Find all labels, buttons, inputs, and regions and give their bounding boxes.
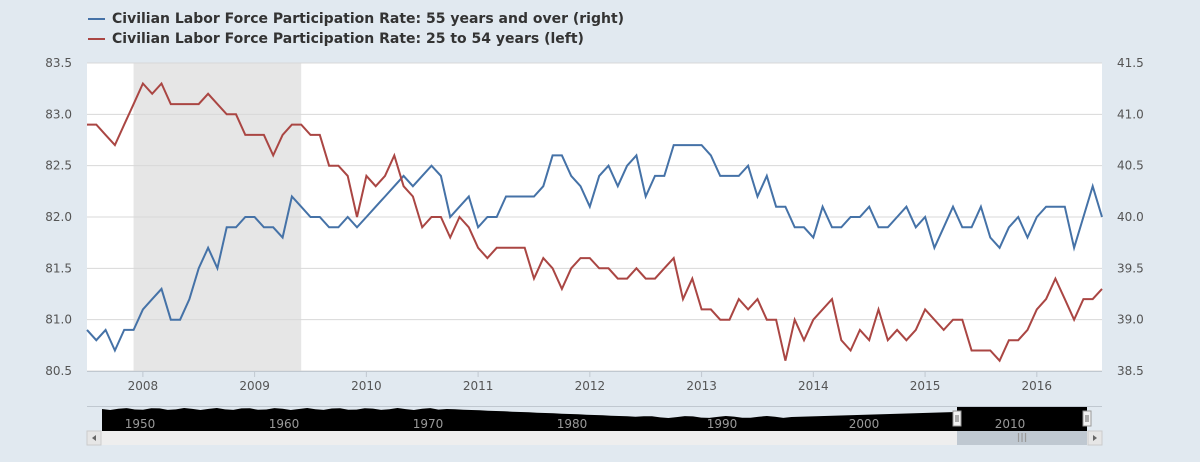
navigator-series-area: [102, 408, 1087, 431]
navigator-year-label: 1990: [707, 417, 738, 431]
navigator-year-label: 1950: [125, 417, 156, 431]
left-axis-tick-label: 83.5: [45, 56, 72, 70]
scrollbar-grip: III: [1017, 431, 1028, 445]
legend-label-25-54: Civilian Labor Force Participation Rate:…: [112, 31, 584, 47]
x-axis-tick-label: 2009: [239, 379, 270, 393]
right-axis-tick-label: 41.0: [1117, 107, 1144, 121]
navigator-year-label: 2010: [995, 417, 1026, 431]
scrollbar-thumb[interactable]: [957, 431, 1087, 445]
navigator-year-label: 1970: [413, 417, 444, 431]
legend-swatch-red: [88, 38, 105, 40]
x-axis-tick-label: 2012: [575, 379, 606, 393]
navigator-handle-left[interactable]: [952, 410, 962, 427]
x-axis-tick-label: 2016: [1022, 379, 1053, 393]
navigator-selected-range: [957, 407, 1087, 431]
x-axis-tick-label: 2008: [128, 379, 159, 393]
navigator-year-label: 1960: [269, 417, 300, 431]
right-axis-tick-label: 40.5: [1117, 159, 1144, 173]
left-axis-tick-label: 82.0: [45, 210, 72, 224]
series-line-25-54: [87, 81, 1103, 363]
x-axis-tick-label: 2013: [686, 379, 717, 393]
right-axis-tick-label: 39.5: [1117, 261, 1144, 275]
legend-swatch-blue: [88, 18, 105, 20]
right-axis-tick-label: 39.0: [1117, 313, 1144, 327]
legend: Civilian Labor Force Participation Rate:…: [88, 9, 624, 49]
left-axis-tick-label: 82.5: [45, 159, 72, 173]
legend-item-25-54[interactable]: Civilian Labor Force Participation Rate:…: [88, 29, 624, 49]
right-axis-tick-label: 41.5: [1117, 56, 1144, 70]
x-axis-tick-label: 2015: [910, 379, 941, 393]
legend-label-55-over: Civilian Labor Force Participation Rate:…: [112, 11, 625, 27]
series-line-55-over: [86, 144, 1103, 353]
scrollbar-track[interactable]: [87, 431, 1102, 445]
left-axis-tick-label: 81.0: [45, 313, 72, 327]
navigator-year-label: 1980: [557, 417, 588, 431]
left-axis-tick-label: 81.5: [45, 261, 72, 275]
left-axis-tick-label: 83.0: [45, 107, 72, 121]
left-axis-tick-label: 80.5: [45, 364, 72, 378]
arrow-left-icon: [92, 435, 96, 441]
right-axis-tick-label: 40.0: [1117, 210, 1144, 224]
legend-item-55-over[interactable]: Civilian Labor Force Participation Rate:…: [88, 9, 624, 29]
x-axis-tick-label: 2010: [351, 379, 382, 393]
x-axis-tick-label: 2014: [798, 379, 829, 393]
right-axis-tick-label: 38.5: [1117, 364, 1144, 378]
x-axis-tick-label: 2011: [463, 379, 494, 393]
navigator-handle-right[interactable]: [1082, 410, 1092, 427]
arrow-right-icon: [1093, 435, 1097, 441]
navigator-year-label: 2000: [849, 417, 880, 431]
